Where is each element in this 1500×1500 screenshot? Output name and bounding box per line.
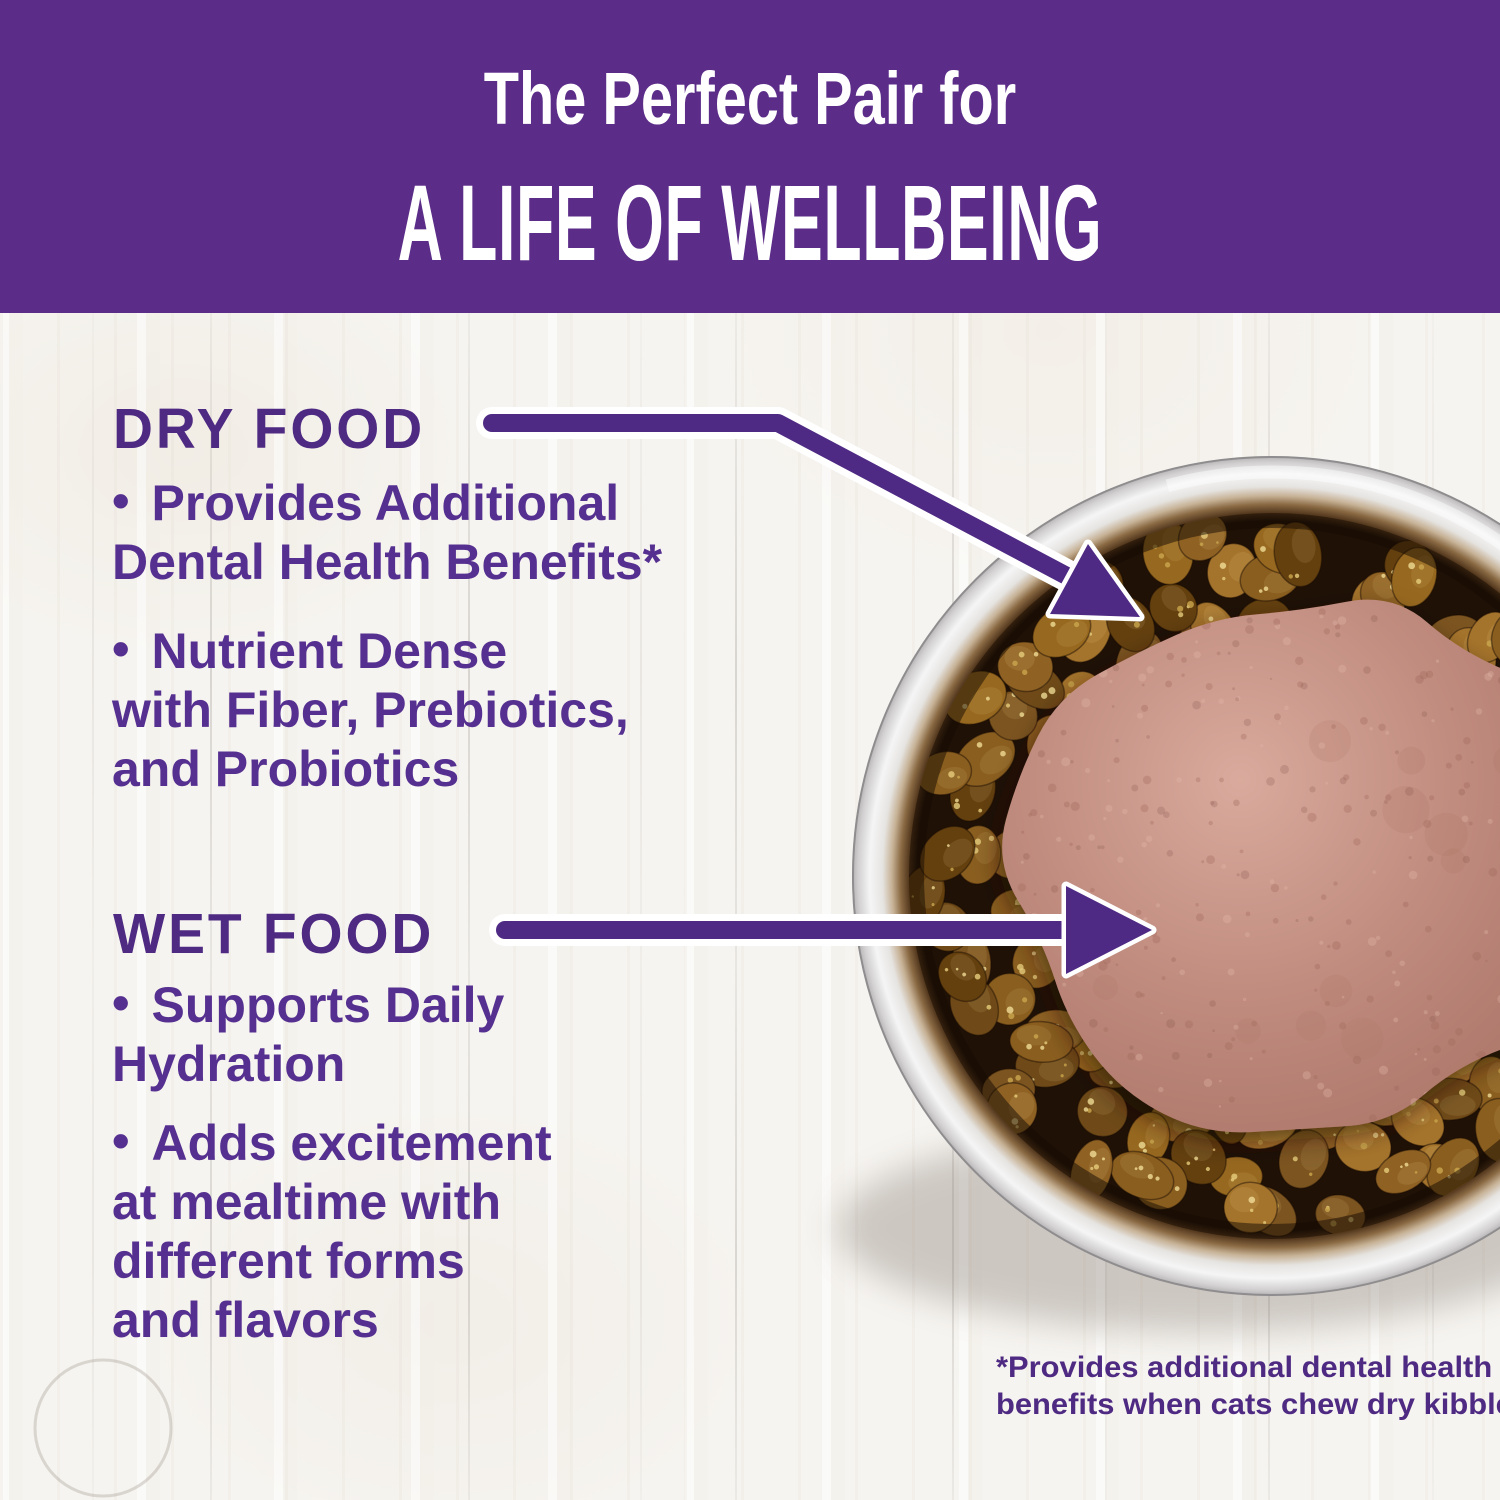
wet-food-bullet-1: • Supports Daily Hydration — [112, 975, 832, 1094]
faint-plate-ring — [33, 1358, 173, 1498]
bowl-inner-shadow — [909, 513, 1500, 1239]
wood-plank-groove — [640, 313, 642, 1500]
banner-title: A LIFE OF WELLBEING — [397, 162, 1103, 283]
bullet-icon: • — [112, 473, 130, 529]
wood-plank-groove — [735, 313, 737, 1500]
wet-food-bullet-2: • Adds excitement at mealtime with differ… — [112, 1113, 832, 1350]
wet-food-mound — [1002, 599, 1500, 1133]
bullet-icon: • — [112, 621, 130, 677]
wood-plank-groove — [210, 313, 212, 1500]
bullet-icon: • — [112, 975, 130, 1031]
wood-plank-groove — [468, 313, 470, 1500]
dry-food-heading: DRY FOOD — [113, 397, 426, 461]
banner-subtitle: The Perfect Pair for — [483, 57, 1017, 140]
bullet-text: Adds excitement at mealtime with differe… — [112, 1115, 552, 1348]
wet-food-arrow — [489, 881, 1157, 979]
wet-food-heading: WET FOOD — [113, 902, 435, 966]
dry-food-arrow — [476, 407, 1145, 622]
dry-food-bullet-1: • Provides Additional Dental Health Benef… — [112, 473, 832, 592]
footnote: *Provides additional dental health benef… — [996, 1351, 1500, 1421]
dry-food-bullet-2: • Nutrient Dense with Fiber, Prebiotics, … — [112, 621, 832, 799]
header-banner: The Perfect Pair for A LIFE OF WELLBEING — [0, 0, 1500, 313]
wood-plank-groove — [92, 313, 94, 1500]
bullet-text: Provides Additional Dental Health Benefi… — [112, 475, 663, 590]
bullet-text: Nutrient Dense with Fiber, Prebiotics, a… — [112, 623, 629, 797]
bullet-icon: • — [112, 1113, 130, 1169]
bullet-text: Supports Daily Hydration — [112, 977, 505, 1092]
